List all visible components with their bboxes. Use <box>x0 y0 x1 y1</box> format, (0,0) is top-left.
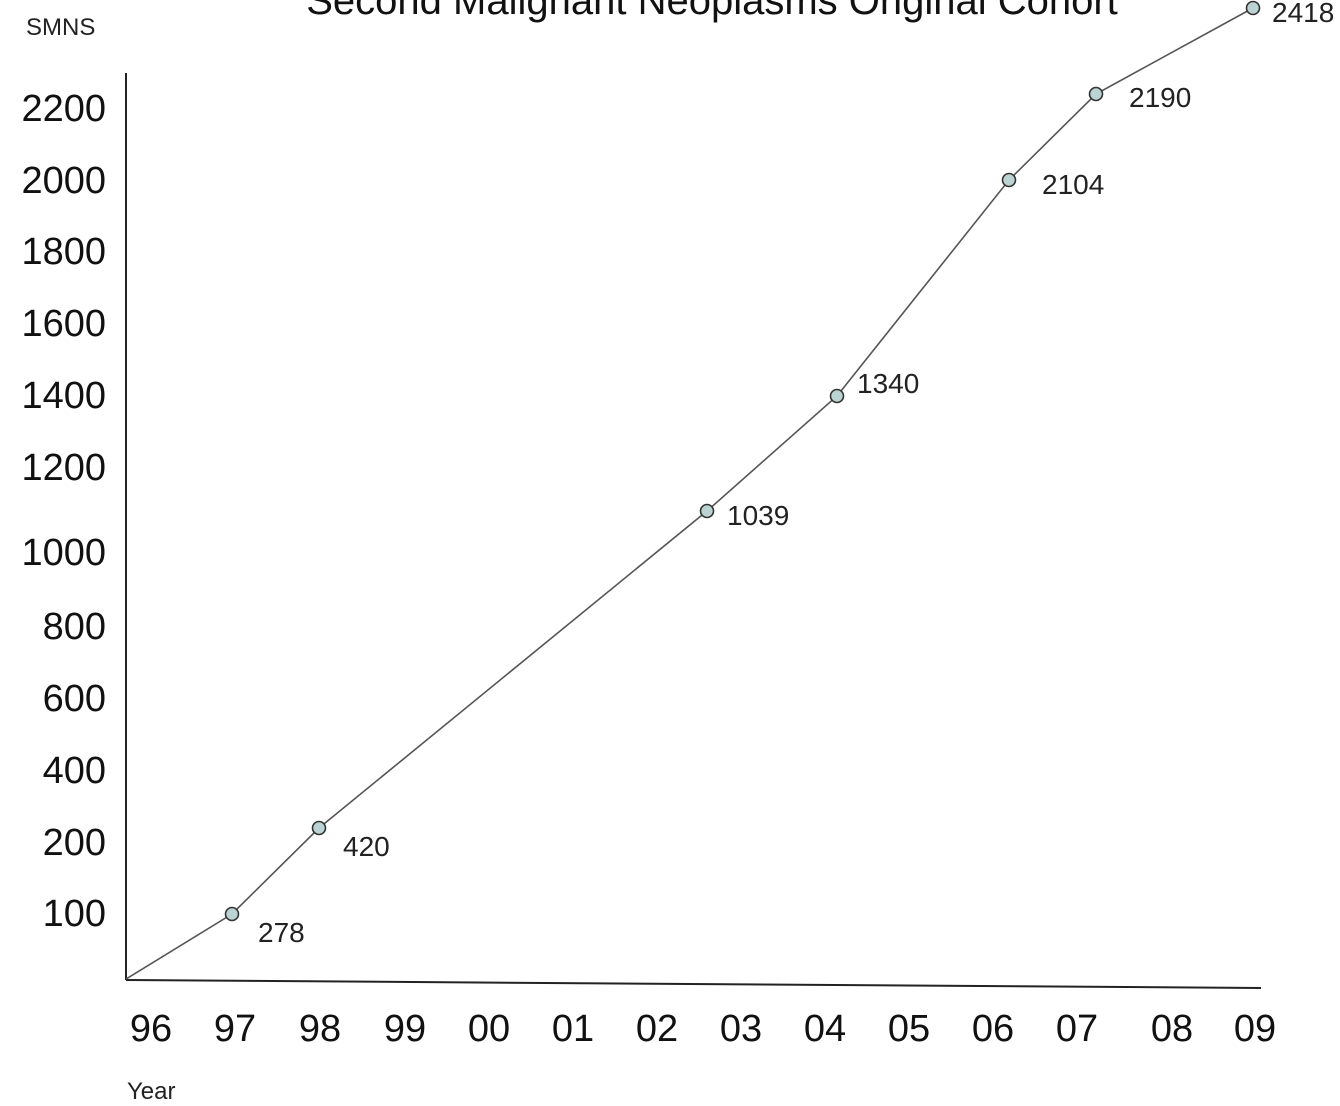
data-point-marker <box>1245 0 1261 16</box>
x-tick-label: 09 <box>1234 1008 1276 1050</box>
x-tick-label: 04 <box>804 1008 846 1050</box>
data-label: 2190 <box>1129 82 1191 113</box>
x-tick-labels: 96 97 98 99 00 01 02 03 04 05 06 07 08 09 <box>130 1008 1276 1050</box>
x-tick-label: 08 <box>1151 1008 1193 1050</box>
data-label: 2418 <box>1272 0 1334 28</box>
y-tick-label: 2000 <box>21 160 106 202</box>
x-tick-label: 06 <box>972 1008 1014 1050</box>
y-tick-label: 2200 <box>21 88 106 130</box>
data-labels: 278 420 1039 1340 2104 2190 2418 <box>258 0 1334 948</box>
y-tick-label: 1800 <box>21 231 106 273</box>
x-tick-label: 01 <box>552 1008 594 1050</box>
data-point-marker <box>829 388 845 404</box>
y-tick-label: 1000 <box>21 532 106 574</box>
data-label: 278 <box>258 917 305 948</box>
data-point-marker <box>311 820 327 836</box>
x-tick-label: 07 <box>1056 1008 1098 1050</box>
data-label: 2104 <box>1042 169 1104 200</box>
x-tick-label: 03 <box>720 1008 762 1050</box>
x-tick-label: 99 <box>384 1008 426 1050</box>
y-tick-label: 1600 <box>21 303 106 345</box>
y-tick-label: 600 <box>43 678 106 720</box>
x-axis-label: Year <box>127 1078 176 1105</box>
y-tick-label: 400 <box>43 750 106 792</box>
x-tick-label: 05 <box>888 1008 930 1050</box>
y-tick-label: 200 <box>43 822 106 864</box>
y-tick-label: 800 <box>43 606 106 648</box>
data-point-marker <box>1088 86 1104 102</box>
x-tick-label: 02 <box>636 1008 678 1050</box>
x-tick-label: 96 <box>130 1008 172 1050</box>
data-label: 1340 <box>857 368 919 399</box>
y-tick-label: 1400 <box>21 375 106 417</box>
data-point-marker <box>1001 172 1017 188</box>
data-point-marker <box>699 503 715 519</box>
x-tick-label: 00 <box>468 1008 510 1050</box>
x-tick-label: 97 <box>214 1008 256 1050</box>
data-label: 1039 <box>727 500 789 531</box>
x-tick-label: 98 <box>299 1008 341 1050</box>
data-label: 420 <box>343 831 390 862</box>
data-point-marker <box>224 906 240 922</box>
chart-title: Second Malignant Neoplasms Original Coho… <box>306 0 1118 23</box>
data-markers <box>224 0 1261 922</box>
y-tick-label: 1200 <box>21 447 106 489</box>
y-tick-labels: 100 200 400 600 800 1000 1200 1400 1600 1800 2000 2… <box>21 88 106 935</box>
y-axis-label: SMNS <box>26 14 95 41</box>
x-axis <box>125 979 1262 989</box>
series-line <box>125 7 1254 980</box>
y-tick-label: 100 <box>43 893 106 935</box>
